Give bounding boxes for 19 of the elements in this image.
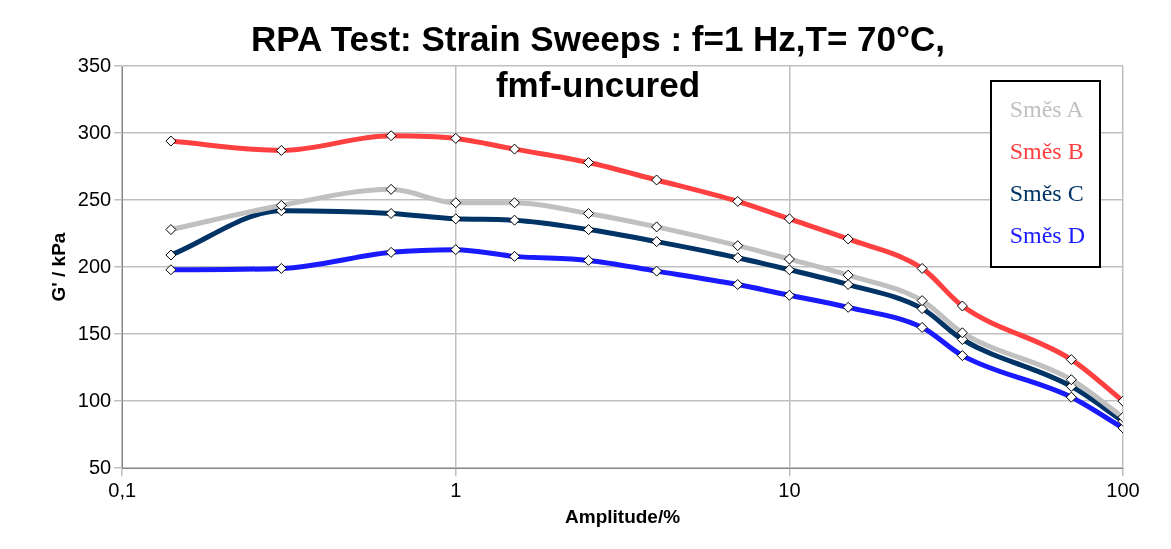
- text: fmf-uncured: [495, 65, 701, 104]
- text: Směs C: [1009, 179, 1085, 208]
- text: Směs B: [1009, 137, 1085, 166]
- x-axis-title: Amplitude/%: [565, 505, 681, 527]
- y-tick-label: 150: [77, 321, 112, 344]
- x-tick-label: 100: [1106, 478, 1140, 501]
- text: Směs D: [1009, 221, 1085, 250]
- y-tick-label: 250: [77, 187, 112, 210]
- y-tick-label: 200: [77, 254, 112, 277]
- x-tick-label: 0,1: [108, 478, 137, 501]
- y-tick-label: 50: [88, 455, 112, 478]
- x-tick-label: 10: [778, 478, 801, 501]
- text: Směs A: [1009, 95, 1085, 124]
- x-tick-label: 1: [450, 478, 462, 501]
- text: RPA Test: Strain Sweeps : f=1 Hz,T= 70°C,: [250, 19, 946, 58]
- y-tick-label: 350: [77, 53, 112, 76]
- y-tick-label: 300: [77, 120, 112, 143]
- y-axis-title: G' / kPa: [47, 232, 69, 302]
- y-tick-label: 100: [77, 388, 112, 411]
